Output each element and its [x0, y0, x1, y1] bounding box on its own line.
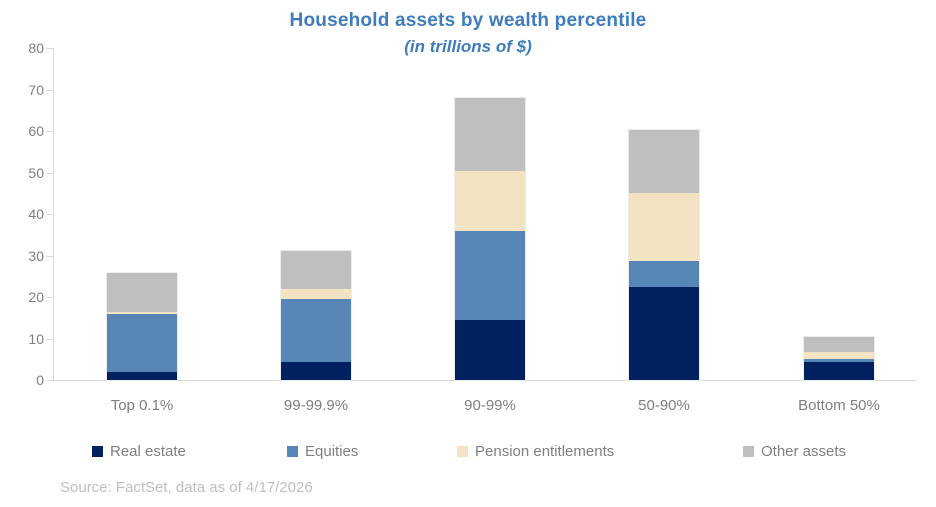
bar-segment-real-estate [107, 371, 177, 380]
y-tick-label: 10 [28, 330, 44, 347]
x-axis-label: Bottom 50% [798, 397, 880, 414]
bar-segment-real-estate [804, 362, 874, 380]
y-tick-label: 0 [36, 372, 44, 388]
legend-label: Other assets [761, 443, 847, 460]
x-axis-label: 99-99.9% [283, 397, 349, 414]
legend-swatch-icon [287, 446, 298, 457]
bar-segment-pension-entitlements [107, 311, 177, 314]
x-axis-label: Top 0.1% [110, 397, 174, 414]
y-tick-label: 30 [28, 247, 44, 264]
bar-segment-real-estate [455, 319, 525, 380]
legend-swatch-icon [457, 446, 468, 457]
bar-segment-equities [281, 299, 351, 362]
bar-segment-real-estate [281, 361, 351, 380]
y-tick-label: 20 [28, 289, 44, 305]
y-tick-mark [47, 297, 53, 298]
legend-swatch-icon [743, 446, 754, 457]
x-axis-line [47, 380, 916, 381]
bar-segment-other-assets [629, 130, 699, 193]
bar-segment-equities [804, 358, 874, 363]
legend-item-pension-entitlements: Pension entitlements [457, 443, 614, 460]
x-axis-label: 90-99% [464, 397, 516, 414]
bar-top-0.1- [107, 273, 177, 380]
y-tick-label: 50 [28, 164, 44, 181]
bar-segment-equities [107, 313, 177, 372]
bar-segment-pension-entitlements [281, 288, 351, 300]
x-axis-label: 50-90% [638, 397, 690, 414]
legend-item-real-estate: Real estate [92, 443, 186, 460]
y-tick-mark [47, 338, 53, 340]
y-tick-mark [47, 172, 53, 174]
source-note: Source: FactSet, data as of 4/17/2026 [60, 479, 313, 496]
bar-segment-pension-entitlements [804, 352, 874, 359]
y-axis-line [53, 48, 54, 380]
y-tick-mark [47, 48, 53, 49]
bar-segment-equities [629, 260, 699, 288]
y-tick-label: 40 [28, 206, 44, 222]
y-tick-mark [47, 255, 53, 257]
legend-item-equities: Equities [287, 443, 358, 460]
legend-label: Equities [305, 443, 359, 460]
bar-segment-equities [455, 230, 525, 320]
y-tick-label: 60 [28, 123, 44, 139]
chart-title: Household assets by wealth percentile [289, 10, 647, 31]
bar-segment-other-assets [455, 97, 525, 171]
legend-item-other-assets: Other assets [743, 443, 846, 460]
bar-50-90- [629, 130, 699, 380]
bar-segment-real-estate [629, 287, 699, 380]
bar-segment-pension-entitlements [455, 170, 525, 231]
y-tick-mark [47, 89, 53, 91]
legend-label: Pension entitlements [475, 443, 615, 460]
bar-segment-pension-entitlements [629, 192, 699, 261]
bar-segment-other-assets [281, 250, 351, 289]
y-tick-label: 70 [28, 81, 44, 98]
y-tick-label: 80 [28, 40, 44, 56]
bar-bottom-50- [804, 337, 874, 380]
chart-subtitle: (in trillions of $) [404, 37, 532, 56]
y-tick-mark [47, 214, 53, 215]
bar-99-99.9- [281, 250, 351, 380]
y-tick-mark [47, 380, 53, 381]
bar-segment-other-assets [107, 273, 177, 312]
bar-90-99- [455, 97, 525, 380]
legend-label: Real estate [110, 443, 186, 460]
bar-segment-other-assets [804, 337, 874, 353]
y-tick-mark [47, 131, 53, 132]
legend-swatch-icon [92, 446, 103, 457]
